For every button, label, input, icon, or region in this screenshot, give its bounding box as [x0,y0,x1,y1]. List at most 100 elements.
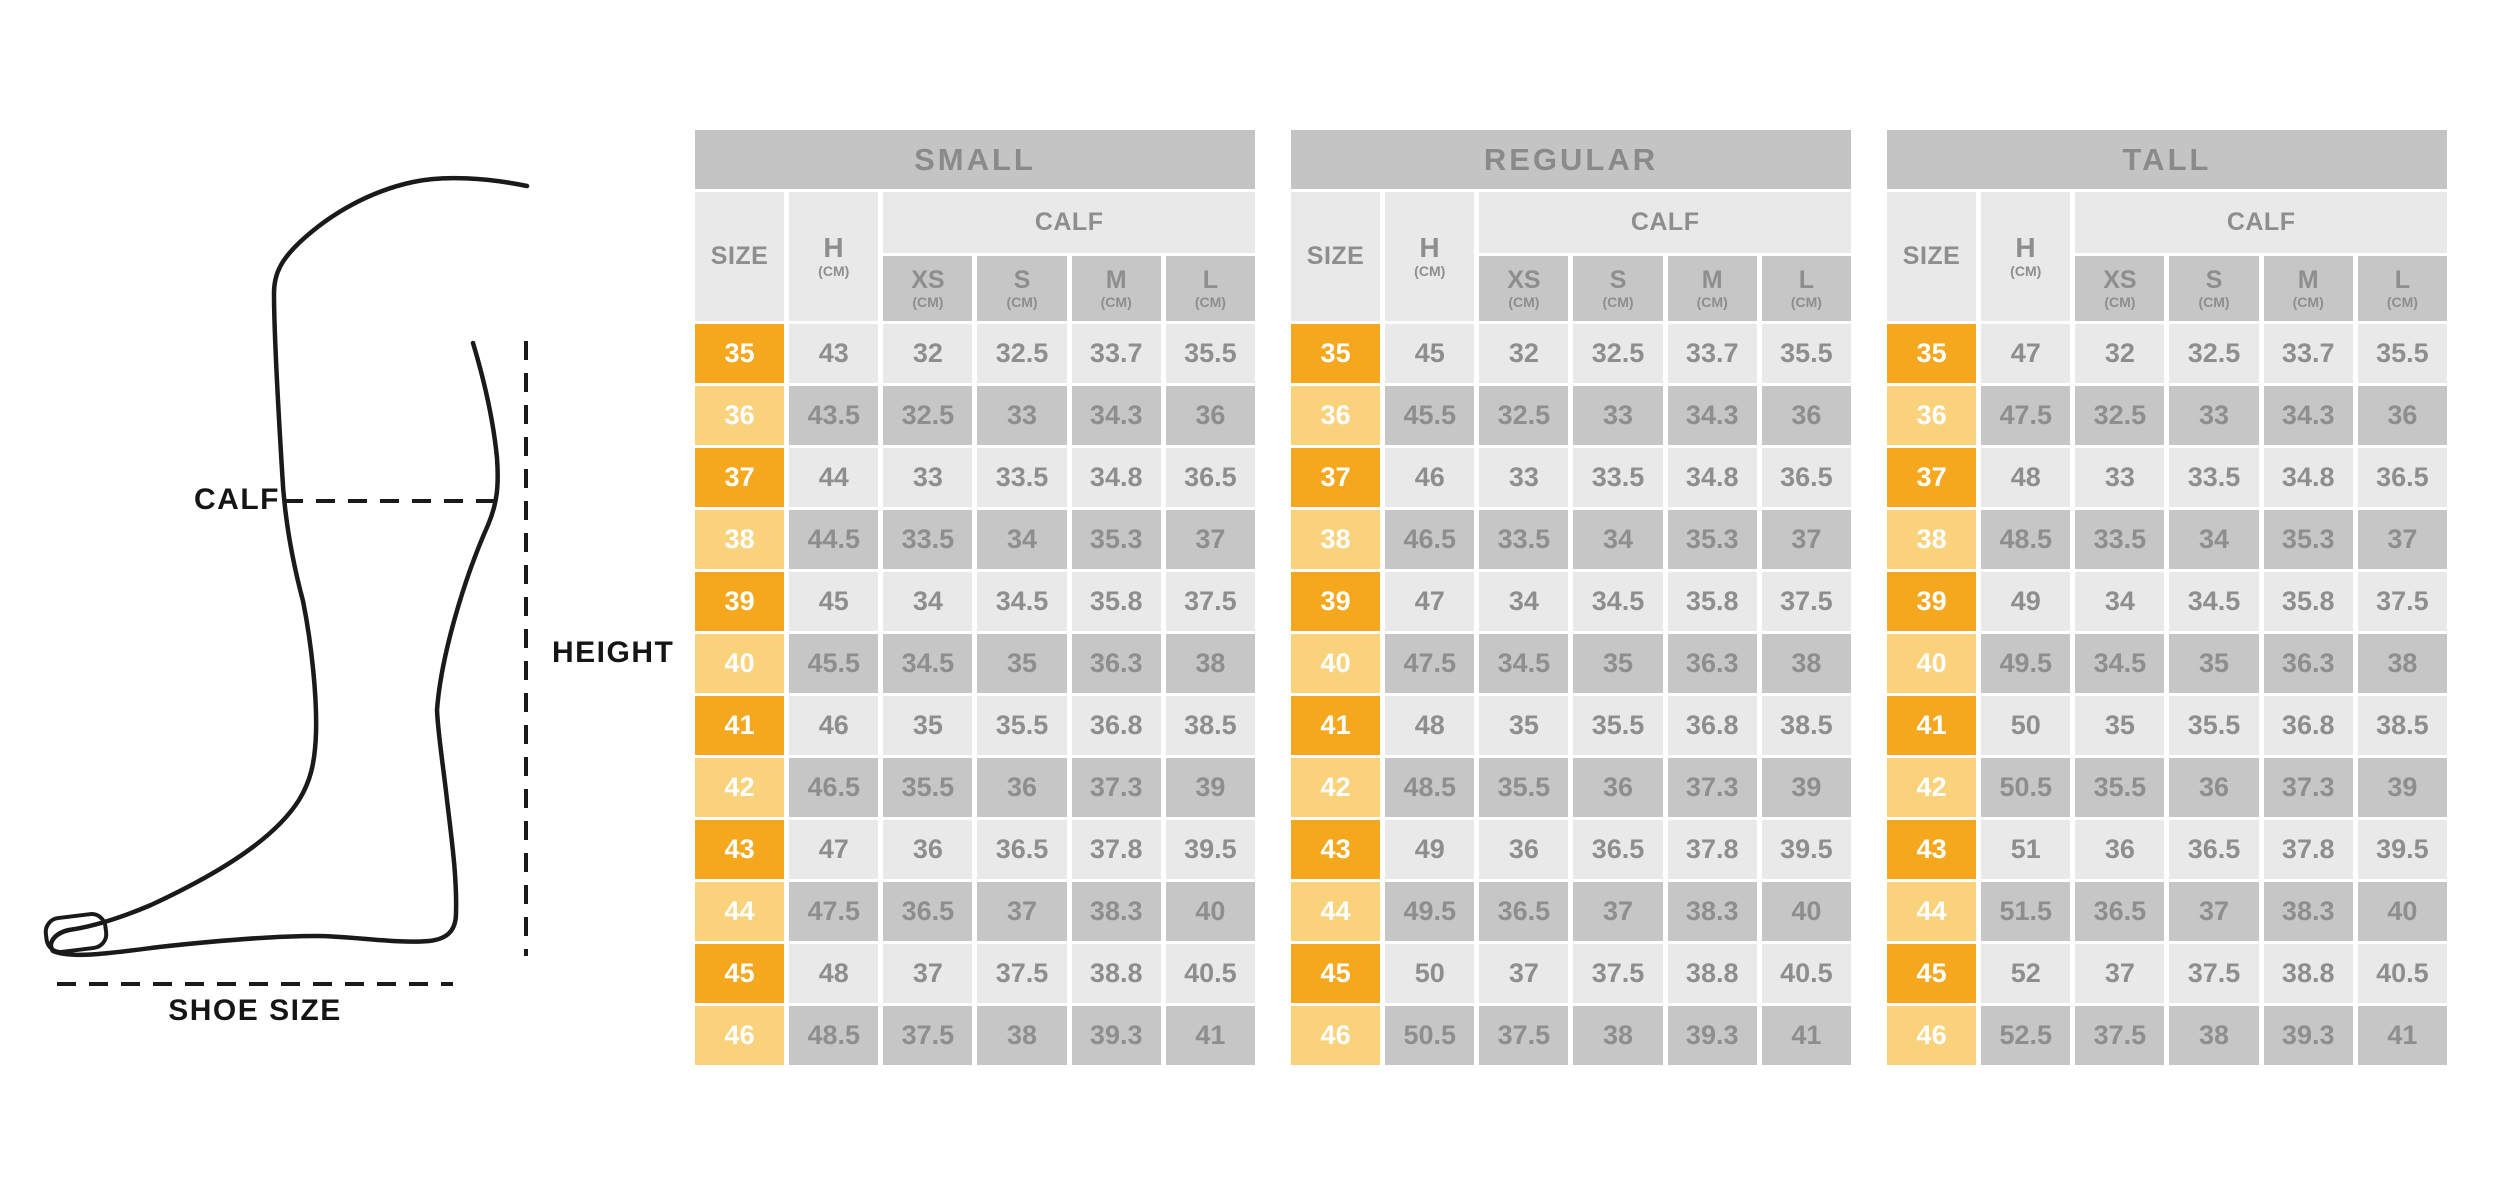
calf-fit-label: XS [911,265,945,294]
data-cell: 39 [1165,758,1255,817]
calf-fit-label: S [1013,265,1031,294]
data-cell: 35.5 [1761,324,1851,383]
size-column-header: SIZE [1291,192,1381,321]
calf-fit-unit: (CM) [1006,293,1038,310]
data-cell: 36 [1479,820,1569,879]
data-cell: 38.8 [1667,944,1757,1003]
data-cell: 38 [2169,1006,2259,1065]
data-cell: 35 [883,696,973,755]
data-cell: 37 [1479,944,1569,1003]
data-cell: 34.8 [1071,448,1161,507]
data-cell: 37.8 [1667,820,1757,879]
data-cell: 36.5 [2169,820,2259,879]
data-cell: 39.5 [2357,820,2447,879]
table-row: 43 51 36 36.5 37.8 39.5 [1887,820,2447,879]
calf-fit-label: M [1105,265,1127,294]
data-cell: 47.5 [1385,634,1475,693]
size-table-tall: TALL SIZE H (CM) CALF XS (CM) S (CM) M (CM) L (CM) 35… [1882,127,2452,1068]
calf-label: CALF [194,483,280,516]
size-cell: 45 [1887,944,1977,1003]
table-row: 37 46 33 33.5 34.8 36.5 [1291,448,1851,507]
data-cell: 36 [977,758,1067,817]
data-cell: 34.5 [2075,634,2165,693]
size-cell: 38 [1887,510,1977,569]
data-cell: 34 [2169,510,2259,569]
size-cell: 43 [1291,820,1381,879]
size-cell: 35 [1291,324,1381,383]
data-cell: 38.5 [2357,696,2447,755]
data-cell: 34.5 [1479,634,1569,693]
data-cell: 37 [1761,510,1851,569]
data-cell: 37.3 [2263,758,2353,817]
data-cell: 41 [2357,1006,2447,1065]
data-cell: 37 [977,882,1067,941]
table-row: 41 50 35 35.5 36.8 38.5 [1887,696,2447,755]
data-cell: 39.5 [1761,820,1851,879]
data-cell: 34.3 [1667,386,1757,445]
size-cell: 38 [1291,510,1381,569]
calf-fit-unit: (CM) [2198,293,2230,310]
data-cell: 33.7 [1071,324,1161,383]
data-cell: 49 [1385,820,1475,879]
data-cell: 36 [1573,758,1663,817]
size-cell: 42 [1887,758,1977,817]
data-cell: 52.5 [1981,1006,2071,1065]
table-row: 45 50 37 37.5 38.8 40.5 [1291,944,1851,1003]
data-cell: 32 [2075,324,2165,383]
data-cell: 38 [1573,1006,1663,1065]
data-cell: 47 [789,820,879,879]
data-cell: 39.3 [2263,1006,2353,1065]
height-header-unit: (CM) [818,263,850,279]
table-row: 35 47 32 32.5 33.7 35.5 [1887,324,2447,383]
table-row: 44 51.5 36.5 37 38.3 40 [1887,882,2447,941]
data-cell: 36.5 [2075,882,2165,941]
size-cell: 41 [1291,696,1381,755]
size-cell: 46 [1887,1006,1977,1065]
data-cell: 40.5 [1761,944,1851,1003]
data-cell: 48 [1981,448,2071,507]
shoe-size-label: SHOE SIZE [168,994,342,1027]
table-row: 36 45.5 32.5 33 34.3 36 [1291,386,1851,445]
calf-fit-header-xs: XS (CM) [2075,256,2165,321]
data-cell: 37.3 [1071,758,1161,817]
data-cell: 49.5 [1385,882,1475,941]
data-cell: 32.5 [1573,324,1663,383]
table-title: SMALL [695,130,1255,189]
height-header-text: H [2015,232,2037,263]
size-table-small: SMALL SIZE H (CM) CALF XS (CM) S (CM) M (CM) L (CM) 3… [690,127,1260,1068]
data-cell: 41 [1165,1006,1255,1065]
size-cell: 39 [695,572,785,631]
data-cell: 47 [1385,572,1475,631]
data-cell: 35.8 [1667,572,1757,631]
height-label: HEIGHT [552,636,675,669]
data-cell: 33 [1479,448,1569,507]
data-cell: 35.3 [2263,510,2353,569]
data-cell: 32 [883,324,973,383]
data-cell: 38.3 [2263,882,2353,941]
data-cell: 38.8 [2263,944,2353,1003]
data-cell: 37.5 [1165,572,1255,631]
data-cell: 34.5 [883,634,973,693]
data-cell: 36 [1165,386,1255,445]
size-cell: 39 [1291,572,1381,631]
height-header-unit: (CM) [1414,263,1446,279]
data-cell: 33 [883,448,973,507]
table-title: REGULAR [1291,130,1851,189]
calf-fit-header-m: M (CM) [2263,256,2353,321]
calf-fit-header-xs: XS (CM) [883,256,973,321]
calf-fit-label: L [2394,265,2411,294]
data-cell: 37.5 [2357,572,2447,631]
data-cell: 36.5 [977,820,1067,879]
data-cell: 37.8 [2263,820,2353,879]
data-cell: 35.3 [1667,510,1757,569]
table-row: 42 48.5 35.5 36 37.3 39 [1291,758,1851,817]
data-cell: 47.5 [1981,386,2071,445]
data-cell: 32.5 [883,386,973,445]
calf-fit-header-s: S (CM) [977,256,1067,321]
data-cell: 39.3 [1667,1006,1757,1065]
calf-fit-header-s: S (CM) [2169,256,2259,321]
size-cell: 46 [695,1006,785,1065]
calf-fit-label: S [2205,265,2223,294]
size-cell: 40 [1291,634,1381,693]
table-row: 35 43 32 32.5 33.7 35.5 [695,324,1255,383]
